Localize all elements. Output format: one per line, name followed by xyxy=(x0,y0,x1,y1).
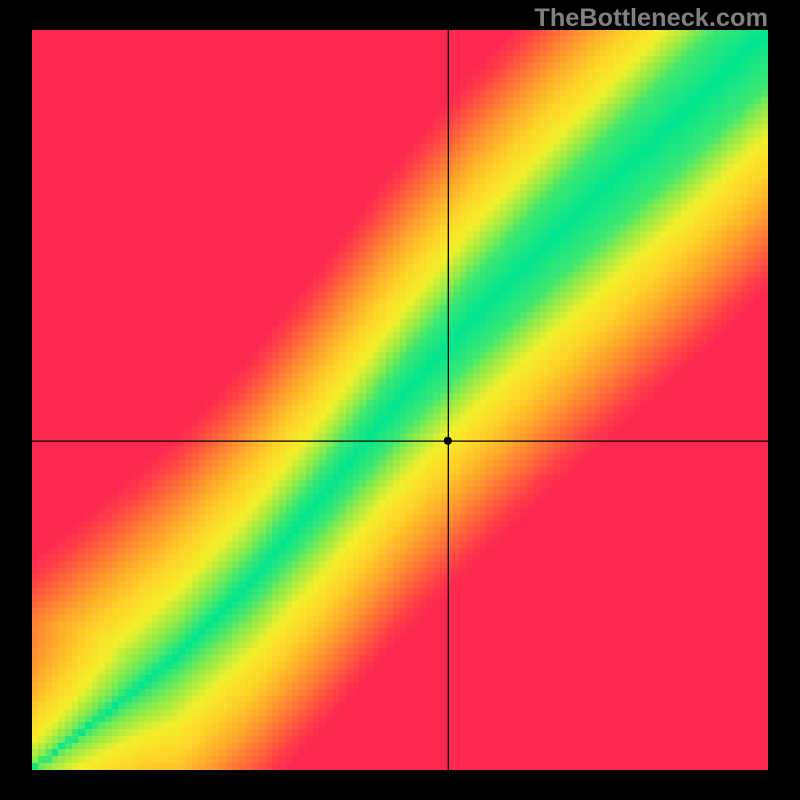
watermark-text: TheBottleneck.com xyxy=(534,4,768,33)
bottleneck-heatmap xyxy=(32,30,768,770)
figure-root: TheBottleneck.com xyxy=(0,0,800,800)
